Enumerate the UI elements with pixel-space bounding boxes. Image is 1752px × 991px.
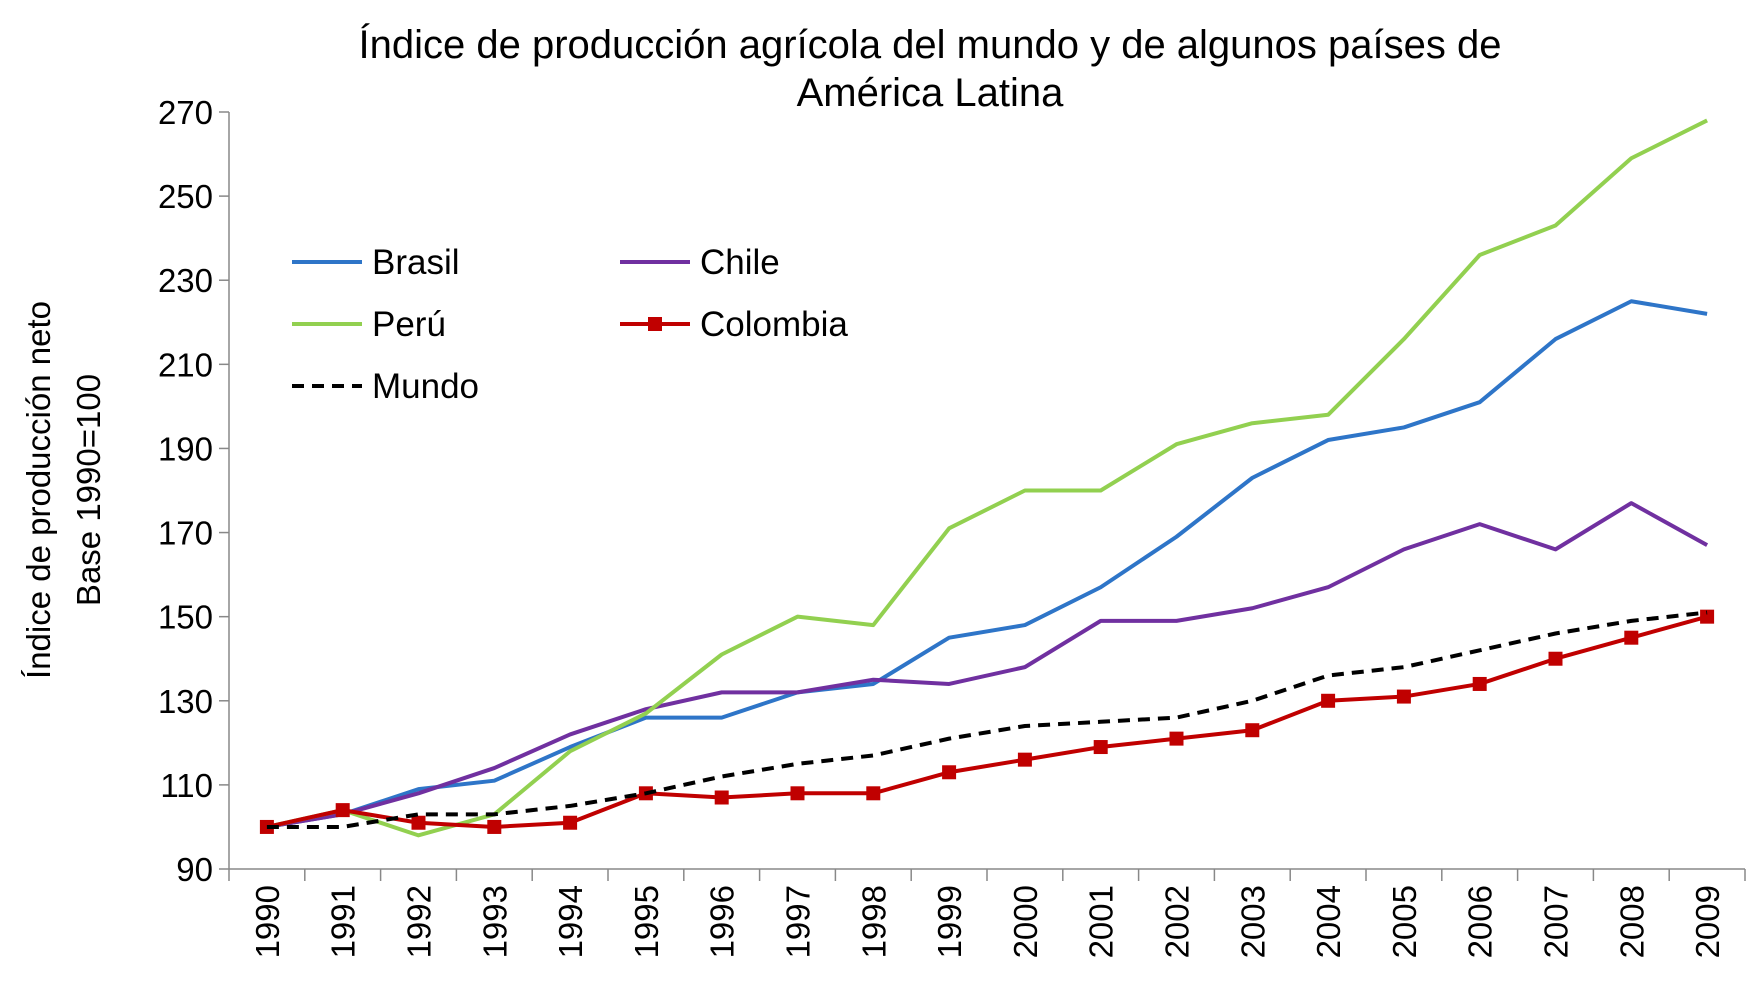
x-tick-label: 1992	[401, 885, 438, 958]
series-marker	[411, 815, 426, 830]
series-marker	[1396, 689, 1411, 704]
x-tick-label: 2001	[1083, 885, 1120, 958]
x-tick-label: 2005	[1386, 885, 1423, 958]
series-line	[266, 501, 1709, 829]
x-tick-label: 2000	[1007, 885, 1044, 958]
series-marker	[1321, 693, 1336, 708]
x-tick-label: 2009	[1689, 885, 1726, 958]
y-tick-label: 110	[160, 767, 213, 804]
y-tick-label: 90	[176, 851, 213, 888]
series-marker	[1624, 630, 1639, 645]
legend-label: Perú	[372, 305, 446, 344]
x-tick-label: 1999	[931, 885, 968, 958]
legend-label: Colombia	[700, 305, 848, 344]
x-tick-label: 2003	[1234, 885, 1271, 958]
y-tick-label: 230	[158, 262, 213, 299]
series-marker	[1169, 731, 1184, 746]
x-tick-label: 1997	[780, 885, 817, 958]
x-tick-label: 1991	[325, 885, 362, 958]
chart-title: América Latina	[797, 71, 1065, 115]
series-line	[266, 614, 1708, 829]
series-marker	[335, 803, 350, 818]
series-line	[266, 118, 1708, 838]
legend-label: Chile	[700, 243, 780, 282]
x-tick-label: 1993	[476, 885, 513, 958]
y-axis-title: Base 1990=100	[70, 374, 107, 606]
x-tick-label: 1998	[855, 885, 892, 958]
y-tick-label: 270	[158, 94, 213, 131]
legend-label: Brasil	[372, 243, 460, 282]
y-tick-label: 250	[158, 178, 213, 215]
series-marker	[1472, 676, 1487, 691]
y-axis-title: Índice de producción neto	[20, 301, 57, 679]
x-tick-label: 2007	[1538, 885, 1575, 958]
x-tick-label: 1994	[552, 885, 589, 958]
y-tick-label: 170	[158, 515, 213, 552]
x-tick-label: 1995	[628, 885, 665, 958]
y-tick-label: 190	[158, 430, 213, 467]
y-tick-label: 210	[158, 346, 213, 383]
series-marker	[1093, 740, 1108, 755]
x-tick-label: 2002	[1159, 885, 1196, 958]
series-marker	[714, 790, 729, 805]
legend-marker	[648, 317, 662, 331]
series-marker	[487, 819, 502, 834]
series-marker	[1700, 609, 1715, 624]
x-tick-label: 2008	[1613, 885, 1650, 958]
series-line	[266, 610, 1708, 829]
series-marker	[790, 786, 805, 801]
x-tick-label: 2006	[1462, 885, 1499, 958]
series-marker	[1548, 651, 1563, 666]
series-marker	[1245, 723, 1260, 738]
y-tick-label: 150	[158, 599, 213, 636]
legend-label: Mundo	[372, 367, 479, 406]
chart-title: Índice de producción agrícola del mundo …	[359, 22, 1502, 67]
x-tick-label: 1990	[249, 885, 286, 958]
series-line	[266, 299, 1708, 829]
x-tick-label: 1996	[704, 885, 741, 958]
series-marker	[866, 786, 881, 801]
series-marker	[942, 765, 957, 780]
series-marker	[563, 815, 578, 830]
x-tick-label: 2004	[1310, 885, 1347, 958]
y-tick-label: 130	[158, 683, 213, 720]
series-marker	[1017, 752, 1032, 767]
